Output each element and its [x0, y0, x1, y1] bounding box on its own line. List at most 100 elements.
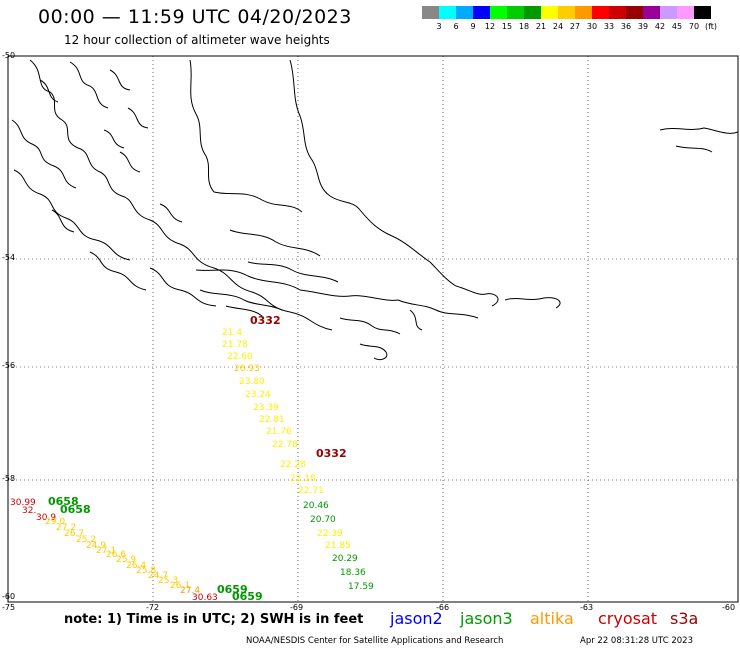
y-axis-label: -54 — [2, 253, 16, 262]
svg-text:30.9: 30.9 — [36, 513, 56, 523]
colorbar-swatch — [660, 6, 677, 19]
colorbar-swatch — [558, 6, 575, 19]
swh-label: 23.39 — [253, 403, 279, 413]
svg-text:24.9: 24.9 — [86, 541, 106, 551]
colorbar-tick-label: 21 — [535, 22, 547, 31]
legend-jason3: jason3 — [460, 609, 513, 628]
svg-text:25.3: 25.3 — [158, 576, 178, 586]
svg-text:27.4: 27.4 — [180, 586, 200, 596]
colorbar-swatch — [677, 6, 694, 19]
colorbar-swatch — [507, 6, 524, 19]
swh-label: 23.24 — [245, 390, 271, 400]
swh-label: 20.70 — [310, 515, 336, 525]
graticule — [8, 56, 738, 602]
swh-label: 18.36 — [340, 568, 366, 578]
swh-label: 20.46 — [303, 501, 329, 511]
legend-jason2: jason2 — [390, 609, 443, 628]
swh-label: 21.85 — [325, 541, 351, 551]
colorbar-tick-label: 45 — [671, 22, 683, 31]
x-axis-label: -63 — [580, 603, 594, 612]
map-title: 00:00 — 11:59 UTC 04/20/2023 — [38, 6, 352, 28]
colorbar-swatch — [439, 6, 456, 19]
colorbar-tick-label: 24 — [552, 22, 564, 31]
x-axis-label: -72 — [146, 603, 160, 612]
y-axis-label: -50 — [2, 51, 16, 60]
swh-label: 17.59 — [348, 582, 374, 592]
colorbar-swatch — [575, 6, 592, 19]
x-axis-label: -60 — [722, 603, 736, 612]
x-axis-label: -66 — [436, 603, 450, 612]
colorbar-tick-label: 3 — [436, 22, 442, 31]
x-axis-label: -75 — [2, 603, 16, 612]
colorbar-swatch — [626, 6, 643, 19]
colorbar-tick-label: 18 — [518, 22, 530, 31]
swh-labels: 0332 21.4 21.78 22.60 26.93 23.80 23.24 … — [10, 314, 374, 603]
coastline — [11, 59, 739, 361]
colorbar-swatch — [609, 6, 626, 19]
colorbar-swatch — [422, 6, 439, 19]
swh-label: 22.78 — [272, 440, 298, 450]
colorbar-tick-label: (ft) — [704, 22, 718, 31]
colorbar — [422, 6, 711, 19]
swh-label: 0332 — [250, 314, 281, 327]
colorbar-tick-label: 12 — [484, 22, 496, 31]
svg-text:24.7: 24.7 — [148, 571, 168, 581]
swh-label: 30.99 — [10, 498, 36, 508]
plot-frame — [7, 55, 739, 603]
swh-label: 22.81 — [259, 415, 285, 425]
swh-label: 0332 — [316, 447, 347, 460]
colorbar-swatch — [473, 6, 490, 19]
legend-s3a: s3a — [670, 609, 699, 628]
swh-label: 0659 — [232, 590, 263, 603]
swh-label: 26.93 — [234, 364, 260, 374]
swh-label: 0658 — [60, 503, 91, 516]
svg-text:29.0: 29.0 — [45, 517, 65, 527]
svg-text:25.8: 25.8 — [136, 566, 156, 576]
colorbar-swatch — [592, 6, 609, 19]
swh-label: 22.60 — [227, 352, 253, 362]
swh-label: 22.18 — [290, 474, 316, 484]
colorbar-swatch — [456, 6, 473, 19]
swh-label: 22.71 — [298, 486, 324, 496]
colorbar-tick-label: 70 — [688, 22, 700, 31]
colorbar-labels: 3 6 9 12 15 18 21 24 27 30 33 36 39 42 45 70 (ft) — [422, 22, 740, 34]
swh-label: 0659 — [217, 583, 248, 596]
legend-cryosat: cryosat — [598, 609, 658, 628]
colorbar-swatch — [524, 6, 541, 19]
timestamp-text: Apr 22 08:31:28 UTC 2023 — [580, 636, 693, 646]
colorbar-tick-label: 36 — [620, 22, 632, 31]
colorbar-swatch — [490, 6, 507, 19]
swh-label: 23.80 — [239, 377, 265, 387]
swh-label: 20.29 — [332, 554, 358, 564]
svg-text:26.4: 26.4 — [126, 561, 146, 571]
colorbar-tick-label: 39 — [637, 22, 649, 31]
colorbar-tick-label: 27 — [569, 22, 581, 31]
swh-label: 0658 — [48, 495, 79, 508]
legend-altika: altika — [530, 609, 574, 628]
svg-text:26.6: 26.6 — [106, 550, 126, 560]
colorbar-tick-label: 9 — [470, 22, 476, 31]
svg-text:27.1: 27.1 — [96, 546, 116, 556]
track-cluster: 32. 30.9 29.0 27.2 26.7 25.2 24.9 27.1 2… — [22, 506, 200, 596]
svg-text:26.1: 26.1 — [170, 581, 190, 591]
y-axis-label: -58 — [2, 474, 16, 483]
colorbar-tick-label: 33 — [603, 22, 615, 31]
svg-text:25.9: 25.9 — [116, 555, 136, 565]
credit-text: NOAA/NESDIS Center for Satellite Applica… — [246, 636, 504, 646]
colorbar-tick-label: 6 — [453, 22, 459, 31]
colorbar-swatch — [541, 6, 558, 19]
swh-label: 30.63 — [192, 593, 218, 603]
colorbar-tick-label: 30 — [586, 22, 598, 31]
map-subtitle: 12 hour collection of altimeter wave hei… — [64, 33, 330, 47]
y-axis-label: -56 — [2, 361, 16, 370]
colorbar-swatch — [694, 6, 711, 19]
swh-label: 21.78 — [222, 340, 248, 350]
svg-text:27.2: 27.2 — [56, 523, 76, 533]
svg-text:26.7: 26.7 — [64, 529, 84, 539]
x-axis-label: -69 — [290, 603, 304, 612]
svg-text:32.: 32. — [22, 506, 36, 516]
swh-label: 21.76 — [266, 427, 292, 437]
swh-label: 21.4 — [222, 328, 242, 338]
swh-label: 22.28 — [280, 460, 306, 470]
